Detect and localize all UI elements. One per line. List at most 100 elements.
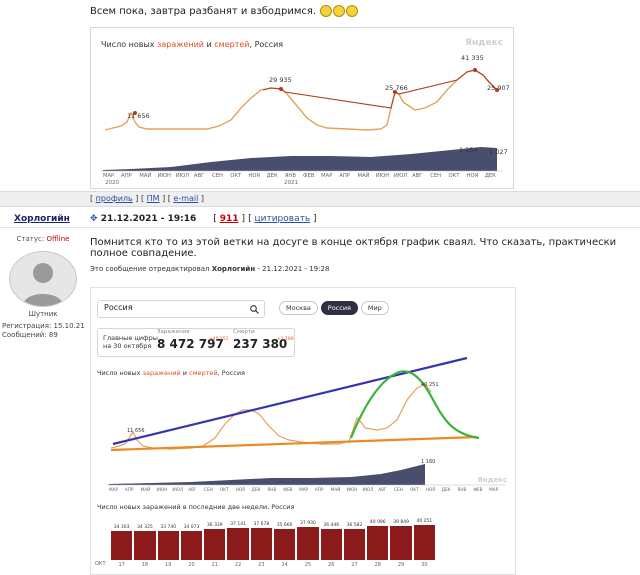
- email-link[interactable]: e-mail: [173, 194, 199, 203]
- bar: [297, 527, 319, 560]
- month-tick-label: МАЙ: [139, 173, 152, 179]
- yandex-watermark: Яндекс: [477, 476, 507, 484]
- data-label: 41 335: [461, 54, 484, 62]
- username-link[interactable]: Хорлогийн: [14, 214, 70, 224]
- bar: [250, 528, 272, 560]
- deaths-value: 237 380: [233, 337, 288, 351]
- bar: [367, 526, 389, 560]
- month-tick-label: ИЮН: [157, 173, 171, 179]
- month-tick-label: СЕН: [204, 487, 213, 492]
- month-tick-label: ЯНВ: [267, 487, 277, 492]
- cases-series-line: [110, 383, 432, 450]
- cases-value: 8 472 797: [157, 337, 224, 351]
- month-tick-label: ФЕВ: [303, 173, 315, 179]
- bar-day-label: 18: [141, 562, 149, 568]
- bar-day-label: 26: [328, 562, 335, 568]
- bar-day-label: 23: [258, 562, 265, 568]
- region-search-input[interactable]: Россия: [97, 300, 265, 318]
- month-tick-label: АПР: [339, 173, 350, 179]
- month-tick-label: ЯНВ: [457, 487, 467, 492]
- month-tick-label: АВГ: [412, 173, 423, 179]
- peak-marker-2: [279, 87, 283, 91]
- user-status: Статус: Offline: [16, 235, 70, 243]
- month-tick-label: СЕН: [212, 173, 223, 179]
- month-tick-label: ИЮН: [346, 487, 358, 492]
- bar: [274, 529, 296, 560]
- month-tick-label: ИЮН: [375, 173, 390, 179]
- x-axis-months: МАР АПР МАЙ ИЮН ИЮЛ АВГ СЕН ОКТ НОЯ ДЕК ЯНВ ФЕВ МАР А…: [103, 173, 503, 181]
- month-tick-label: ЯНВ: [284, 173, 296, 179]
- chart-title: Число новых заражений и смертей, Россия: [101, 40, 284, 49]
- bar-value-label: 36 339: [206, 523, 223, 528]
- overlay-baseline-line: [110, 435, 478, 452]
- chart-title: Число новых заражений и смертей, Россия: [97, 369, 245, 377]
- post-header: Хорлогийн ✥ 21.12.2021 - 19:16 [ 911 ] […: [0, 207, 640, 228]
- bar: [134, 531, 156, 560]
- month-tick-label: ОКТ: [230, 173, 242, 179]
- month-tick-label: ИЮЛ: [362, 487, 374, 492]
- cases-line-chart: [101, 68, 503, 172]
- edited-note: Это сообщение отредактировал Хорлогийн -…: [90, 265, 330, 273]
- month-tick-label: СЕН: [394, 487, 403, 492]
- bar: [343, 529, 366, 560]
- pm-link[interactable]: ПМ: [146, 194, 160, 203]
- month-tick-label: НОЯ: [248, 173, 261, 179]
- post-anchor-icon[interactable]: ✥: [90, 214, 98, 224]
- bar-value-label: 33 740: [160, 525, 177, 530]
- post-links: [ профиль ] [ ПМ ] [ e-mail ]: [90, 194, 205, 203]
- month-tick-label: АПР: [314, 487, 324, 492]
- bar-chart-title: Число новых заражений в последние две не…: [97, 503, 295, 511]
- deaths-area: [103, 147, 497, 171]
- bar-day-label: 22: [234, 562, 242, 568]
- bar-day-label: 30: [421, 562, 428, 568]
- profile-link[interactable]: профиль: [95, 194, 133, 203]
- region-pills: Москва Россия Мир: [279, 301, 389, 315]
- cases-label: Заражения: [157, 329, 190, 335]
- post-meta: ✥ 21.12.2021 - 19:16 [ 911 ] [ цитироват…: [90, 214, 317, 224]
- pill-russia[interactable]: Россия: [320, 301, 358, 315]
- month-tick-label: МАР: [299, 487, 309, 492]
- bar: [111, 531, 133, 560]
- peak-marker-1: [133, 111, 137, 115]
- data-label: 1 254: [459, 146, 478, 154]
- pill-world[interactable]: Мир: [360, 301, 389, 315]
- bar: [320, 529, 342, 560]
- cases-series-line: [104, 69, 498, 131]
- month-tick-label: ДЕК: [266, 173, 278, 179]
- main-figures-box: Главные цифры на 30 октября: [97, 328, 295, 357]
- smiley-icon: [320, 5, 333, 17]
- overlay-trend-line: [112, 356, 468, 446]
- bar-value-label: 39 849: [393, 520, 409, 525]
- bar-month-label: ОКТ: [95, 561, 106, 567]
- month-tick-label: ФЕВ: [473, 487, 483, 492]
- year-label: 2020: [105, 180, 119, 186]
- post-datetime: 21.12.2021 - 19:16: [100, 214, 197, 224]
- bar-value-label: 40 251: [416, 519, 433, 524]
- deaths-delta: +1 160: [277, 337, 294, 342]
- smiley-icon: [346, 5, 359, 17]
- bar-value-label: 34 303: [113, 525, 130, 530]
- month-tick-label: ДЕК: [484, 173, 496, 179]
- bar-day-label: 29: [397, 562, 405, 568]
- bar-day-label: 17: [118, 562, 125, 568]
- bar: [180, 531, 203, 560]
- default-user-icon: [23, 263, 63, 306]
- peak-marker-4: [473, 68, 477, 72]
- pill-moscow[interactable]: Москва: [279, 301, 318, 315]
- bar-day-label: 19: [165, 562, 172, 568]
- user-registration: Регистрация: 15.10.21: [2, 322, 85, 330]
- embedded-screenshot: Россия Москва Россия Мир Главные цифры на…: [90, 287, 516, 575]
- bar-value-label: 37 930: [300, 521, 316, 526]
- yandex-watermark: Яндекс: [465, 38, 503, 48]
- bar-value-label: 37 141: [230, 522, 246, 527]
- quote-link[interactable]: цитировать: [254, 214, 311, 224]
- month-tick-label: ДЕК: [441, 487, 451, 492]
- month-tick-label: ОКТ: [409, 487, 419, 492]
- bar: [204, 529, 226, 560]
- post-number-link[interactable]: 911: [219, 214, 239, 224]
- avatar[interactable]: [9, 251, 77, 307]
- data-label: 25 907: [487, 84, 510, 92]
- bar-value-label: 35 660: [276, 523, 293, 528]
- user-sidebar: Статус: Offline Шутник Регистрация: 15.1…: [0, 235, 86, 340]
- deaths-label: Смерти: [233, 329, 255, 335]
